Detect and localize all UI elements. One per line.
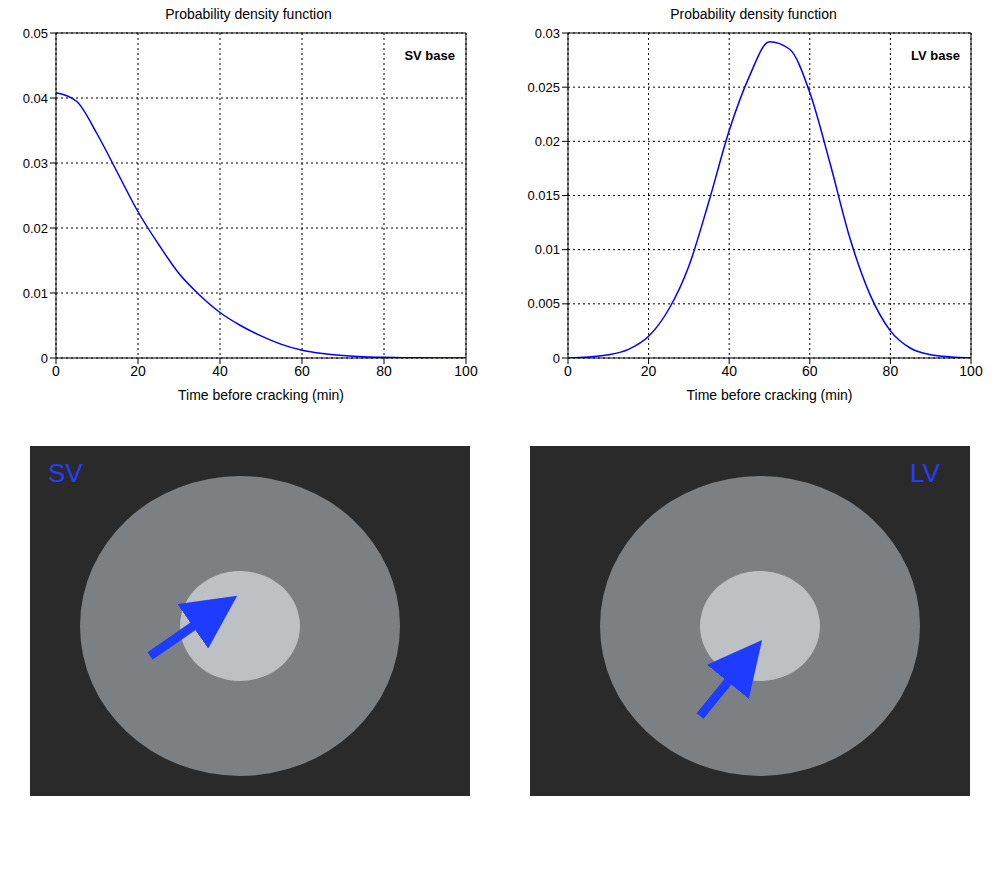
svg-text:0: 0 [41, 351, 48, 366]
html-text:SV base: SV base [404, 48, 455, 63]
svg-text:60: 60 [294, 363, 310, 379]
svg-text:40: 40 [212, 363, 228, 379]
html-text:Probability density function: Probability density function [165, 6, 332, 22]
svg-text:0.02: 0.02 [535, 134, 560, 149]
svg-text:0: 0 [564, 363, 572, 379]
svg-text:80: 80 [376, 363, 392, 379]
svg-text:100: 100 [454, 363, 478, 379]
svg-text:0.015: 0.015 [527, 188, 560, 203]
svg-text:20: 20 [130, 363, 146, 379]
svg-text:0.03: 0.03 [23, 156, 48, 171]
svg-text:Time before cracking (min): Time before cracking (min) [687, 387, 853, 403]
svg-text:0: 0 [553, 351, 560, 366]
html-text:LV: LV [910, 458, 940, 488]
svg-text:0.01: 0.01 [535, 242, 560, 257]
svg-text:0.025: 0.025 [527, 80, 560, 95]
svg-text:60: 60 [802, 363, 818, 379]
svg-text:100: 100 [959, 363, 983, 379]
html-text:Probability density function: Probability density function [670, 6, 837, 22]
html-text:SV: SV [48, 458, 83, 488]
svg-text:0: 0 [52, 363, 60, 379]
svg-text:80: 80 [883, 363, 899, 379]
svg-text:0.01: 0.01 [23, 286, 48, 301]
svg-text:0.02: 0.02 [23, 221, 48, 236]
html-text:LV base: LV base [911, 48, 960, 63]
svg-text:0.05: 0.05 [23, 26, 48, 41]
svg-text:40: 40 [721, 363, 737, 379]
svg-text:0.04: 0.04 [23, 91, 48, 106]
svg-text:20: 20 [641, 363, 657, 379]
svg-text:0.03: 0.03 [535, 26, 560, 41]
svg-text:0.005: 0.005 [527, 296, 560, 311]
svg-text:Time before cracking (min): Time before cracking (min) [178, 387, 344, 403]
